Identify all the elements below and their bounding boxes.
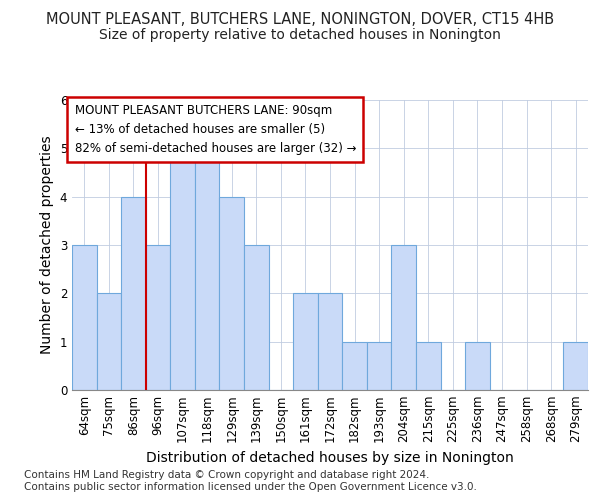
- Bar: [465, 342, 490, 390]
- Bar: [563, 342, 588, 390]
- Bar: [391, 245, 416, 390]
- Bar: [416, 342, 440, 390]
- Bar: [170, 148, 195, 390]
- Bar: [367, 342, 391, 390]
- Bar: [318, 294, 342, 390]
- Y-axis label: Number of detached properties: Number of detached properties: [40, 136, 54, 354]
- Text: Size of property relative to detached houses in Nonington: Size of property relative to detached ho…: [99, 28, 501, 42]
- Bar: [293, 294, 318, 390]
- Bar: [244, 245, 269, 390]
- X-axis label: Distribution of detached houses by size in Nonington: Distribution of detached houses by size …: [146, 451, 514, 465]
- Bar: [342, 342, 367, 390]
- Text: MOUNT PLEASANT, BUTCHERS LANE, NONINGTON, DOVER, CT15 4HB: MOUNT PLEASANT, BUTCHERS LANE, NONINGTON…: [46, 12, 554, 28]
- Bar: [72, 245, 97, 390]
- Bar: [97, 294, 121, 390]
- Text: MOUNT PLEASANT BUTCHERS LANE: 90sqm
← 13% of detached houses are smaller (5)
82%: MOUNT PLEASANT BUTCHERS LANE: 90sqm ← 13…: [74, 104, 356, 156]
- Bar: [220, 196, 244, 390]
- Bar: [146, 245, 170, 390]
- Text: Contains public sector information licensed under the Open Government Licence v3: Contains public sector information licen…: [24, 482, 477, 492]
- Bar: [195, 148, 220, 390]
- Text: Contains HM Land Registry data © Crown copyright and database right 2024.: Contains HM Land Registry data © Crown c…: [24, 470, 430, 480]
- Bar: [121, 196, 146, 390]
